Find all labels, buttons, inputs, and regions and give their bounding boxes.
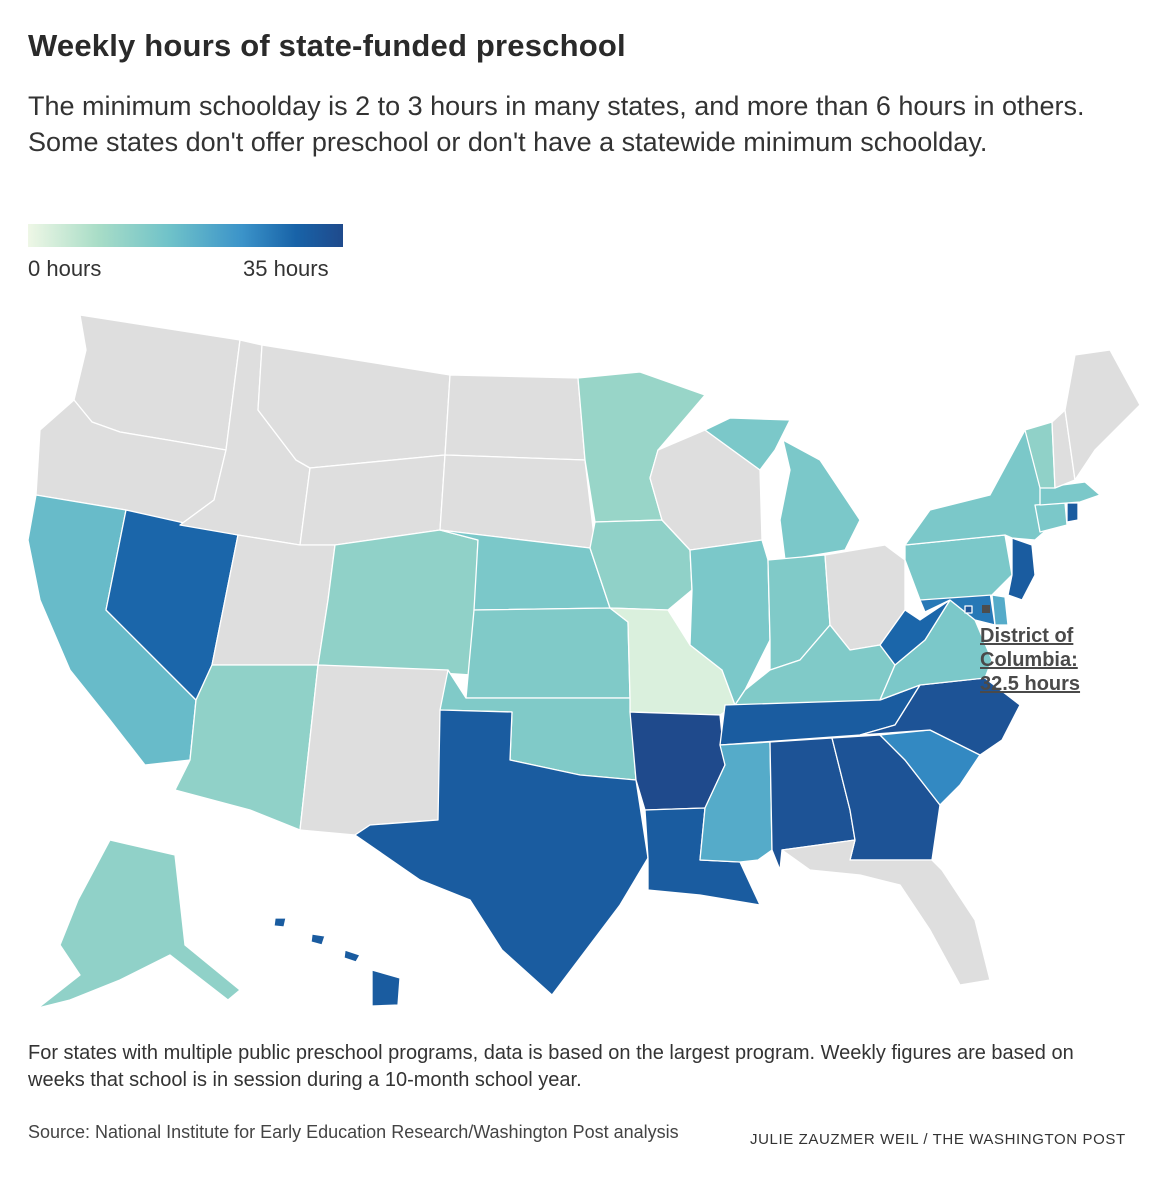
dc-annotation-line3: 32.5 hours: [980, 673, 1081, 695]
state-nd: [444, 374, 586, 461]
state-wy: [299, 454, 446, 546]
source-line: Source: National Institute for Early Edu…: [28, 1122, 679, 1142]
us-map: [27, 314, 1141, 1009]
state-dc: [964, 605, 973, 614]
state-hi: [273, 917, 401, 1007]
state-me: [1064, 349, 1141, 481]
state-de: [991, 594, 1009, 626]
state-nm: [299, 664, 449, 836]
credit-line: JULIE ZAUZMER WEIL / THE WASHINGTON POST: [750, 1131, 1126, 1148]
chart-subtitle: The minimum schoolday is 2 to 3 hours in…: [28, 91, 1085, 157]
state-pa: [904, 534, 1013, 601]
legend-min-label: 0 hours: [28, 256, 102, 281]
chart-title: Weekly hours of state-funded preschool: [28, 28, 626, 63]
state-nc: [859, 677, 1021, 756]
footnote: For states with multiple public preschoo…: [28, 1042, 1074, 1091]
dc-annotation-line1: District of: [980, 625, 1074, 647]
state-tx: [354, 709, 649, 996]
state-ks: [465, 607, 631, 699]
dc-marker: [982, 605, 990, 613]
state-nj: [1007, 537, 1036, 601]
legend-max-label: 35 hours: [243, 256, 329, 281]
dc-annotation-line2: Columbia:: [980, 649, 1078, 671]
state-co: [317, 529, 479, 676]
dc-annotation: District of Columbia: 32.5 hours: [980, 624, 1120, 696]
state-mi: [704, 417, 861, 561]
state-ri: [1066, 502, 1079, 523]
legend-color-scale: [28, 224, 343, 247]
state-fl: [781, 839, 991, 986]
state-ak: [37, 839, 241, 1009]
state-ct: [1034, 502, 1068, 533]
